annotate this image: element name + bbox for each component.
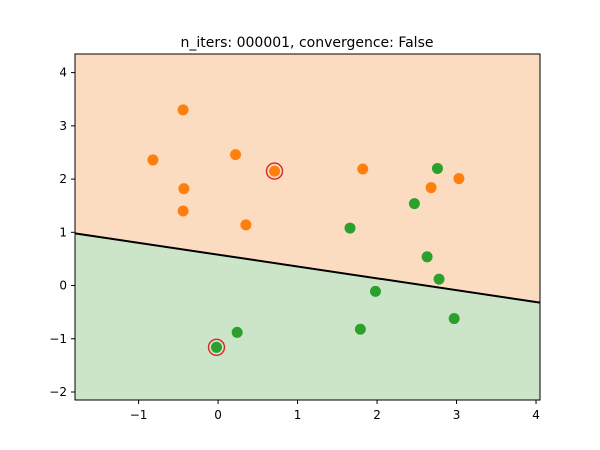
highlight-ring: [265, 162, 284, 180]
y-tick-label: −2: [49, 385, 67, 399]
y-tick-label: 1: [59, 225, 67, 239]
y-tick-label: 0: [59, 279, 67, 293]
y-tick-label: 4: [59, 66, 67, 80]
data-point: [147, 154, 159, 166]
data-point: [177, 104, 189, 116]
data-point: [344, 222, 356, 234]
data-point: [210, 341, 222, 353]
data-point: [231, 326, 243, 338]
decision-boundary-line: [74, 232, 541, 304]
data-point: [453, 173, 465, 185]
data-point: [357, 163, 369, 175]
x-tick-label: 1: [294, 408, 302, 422]
data-point: [178, 183, 190, 195]
x-tick-label: −1: [130, 408, 148, 422]
x-tick-label: 3: [453, 408, 461, 422]
axes-frame: [74, 53, 541, 401]
data-point: [354, 323, 366, 335]
x-tick-label: 4: [532, 408, 540, 422]
data-point: [408, 198, 420, 210]
data-point: [240, 219, 252, 231]
axes: −1 0 1 2 3 4 −2 −1 0 1 2 3 4: [49, 53, 541, 422]
data-point: [230, 149, 242, 161]
data-point: [431, 162, 443, 174]
data-point: [425, 182, 437, 194]
data-point: [269, 165, 281, 177]
chart-title: n_iters: 000001, convergence: False: [181, 35, 434, 51]
region-upper: [75, 54, 540, 303]
highlight-ring: [207, 338, 226, 357]
data-point: [177, 205, 189, 217]
x-tick-label: 0: [214, 408, 222, 422]
plot-area: [74, 54, 541, 400]
y-tick-label: 3: [59, 119, 67, 133]
data-point: [369, 285, 381, 297]
y-tick-label: −1: [49, 332, 67, 346]
region-lower: [75, 233, 540, 400]
data-point: [421, 251, 433, 263]
data-point: [433, 273, 445, 285]
data-point: [448, 313, 460, 325]
x-tick-label: 2: [373, 408, 381, 422]
y-tick-label: 2: [59, 172, 67, 186]
